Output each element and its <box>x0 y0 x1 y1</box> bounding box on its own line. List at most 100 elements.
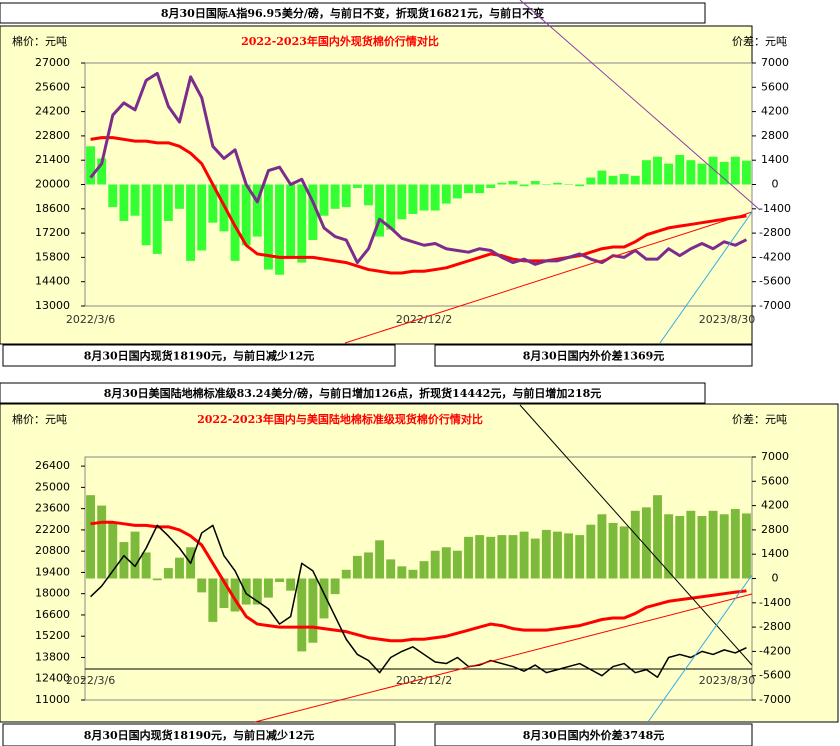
y-tick-label: 20000 <box>35 178 70 191</box>
bar <box>364 184 373 206</box>
y2-tick-label: -5600 <box>759 275 791 288</box>
bar <box>163 184 173 221</box>
y-tick-label: 15200 <box>35 629 70 642</box>
bar <box>86 146 96 185</box>
x-tick-label: 2023/8/30 <box>699 313 755 326</box>
bar <box>252 184 262 237</box>
bar <box>330 578 340 595</box>
bar <box>408 569 418 579</box>
bar <box>519 531 529 579</box>
bar <box>686 160 696 185</box>
x-tick-label: 2022/12/2 <box>396 313 452 326</box>
bar <box>141 184 151 246</box>
bar <box>653 156 662 185</box>
bar <box>175 184 184 209</box>
bar <box>308 578 318 643</box>
y2-tick-label: -7000 <box>759 693 791 706</box>
y2-tick-label: 1400 <box>761 547 789 560</box>
bar <box>352 555 362 579</box>
bar <box>597 170 607 185</box>
bar <box>608 522 618 579</box>
bar <box>653 495 662 579</box>
bar <box>275 578 284 582</box>
bar <box>597 514 607 579</box>
y2-tick-label: 1400 <box>761 153 789 166</box>
y-tick-label: 26400 <box>35 459 70 472</box>
y-tick-label: 19400 <box>35 565 70 578</box>
bar <box>497 535 507 579</box>
bar <box>397 184 407 220</box>
bar <box>375 184 385 237</box>
bar <box>553 531 562 579</box>
bar <box>130 184 140 216</box>
bar <box>208 184 218 223</box>
x-tick-label: 2022/12/2 <box>396 674 452 687</box>
y2-tick-label: 0 <box>772 178 779 191</box>
y2-tick-label: 0 <box>772 572 779 585</box>
y2-tick-label: 2800 <box>761 523 789 536</box>
x-tick-label: 2022/3/6 <box>66 313 115 326</box>
bar <box>119 542 129 579</box>
bar <box>575 184 585 187</box>
chart-title: 2022-2023年国内与美国陆地棉标准级现货棉价行情对比 <box>197 412 483 426</box>
annotation: 8月30日国内外价差1369元 <box>523 349 665 363</box>
line <box>90 524 747 678</box>
bar <box>364 552 373 579</box>
y2-tick-label: -4200 <box>759 250 791 263</box>
bar <box>241 184 251 246</box>
bar <box>97 505 107 579</box>
bar <box>719 161 729 185</box>
bar <box>608 175 618 185</box>
bar <box>741 513 751 579</box>
bar <box>375 540 385 579</box>
bar <box>541 184 551 185</box>
bar <box>475 535 485 579</box>
y2-axis-label: 价差：元吨 <box>732 412 787 426</box>
y2-tick-label: 7000 <box>761 450 789 463</box>
bar <box>408 184 418 215</box>
connector <box>647 574 753 723</box>
bar <box>641 160 651 185</box>
bar <box>141 552 151 579</box>
y-tick-label: 22200 <box>35 523 70 536</box>
bar <box>664 514 674 579</box>
plot-area-1 <box>84 62 753 307</box>
y-tick-label: 14400 <box>35 275 70 288</box>
bar <box>152 184 162 254</box>
y-tick-label: 27000 <box>35 56 70 69</box>
y-tick-label: 13000 <box>35 299 70 312</box>
bar <box>208 578 218 622</box>
bar <box>341 569 351 579</box>
bar <box>619 526 629 579</box>
bar <box>186 184 196 261</box>
y2-axis-label: 价差：元吨 <box>732 34 787 48</box>
bar <box>619 174 629 185</box>
bar <box>630 510 640 579</box>
bar <box>586 177 596 185</box>
bar <box>430 550 440 579</box>
bar <box>697 516 707 579</box>
bar <box>419 561 429 579</box>
bar <box>297 578 307 652</box>
bar <box>497 182 507 185</box>
bar <box>330 184 340 209</box>
bar <box>641 507 651 579</box>
y2-tick-label: -1400 <box>759 596 791 609</box>
bar <box>553 182 562 185</box>
bar <box>419 184 429 211</box>
y-tick-label: 18000 <box>35 587 70 600</box>
y-tick-label: 13800 <box>35 650 70 663</box>
bar <box>464 536 473 579</box>
y-tick-label: 25000 <box>35 480 70 493</box>
connector <box>254 593 753 723</box>
annotation-box <box>0 382 706 404</box>
bar <box>575 535 585 579</box>
bar <box>297 184 307 263</box>
bar <box>564 184 574 185</box>
bar <box>197 578 207 593</box>
bar <box>519 184 529 187</box>
connector <box>519 404 753 666</box>
annotation-box <box>2 723 396 746</box>
bar <box>230 578 240 612</box>
connector <box>659 211 753 344</box>
